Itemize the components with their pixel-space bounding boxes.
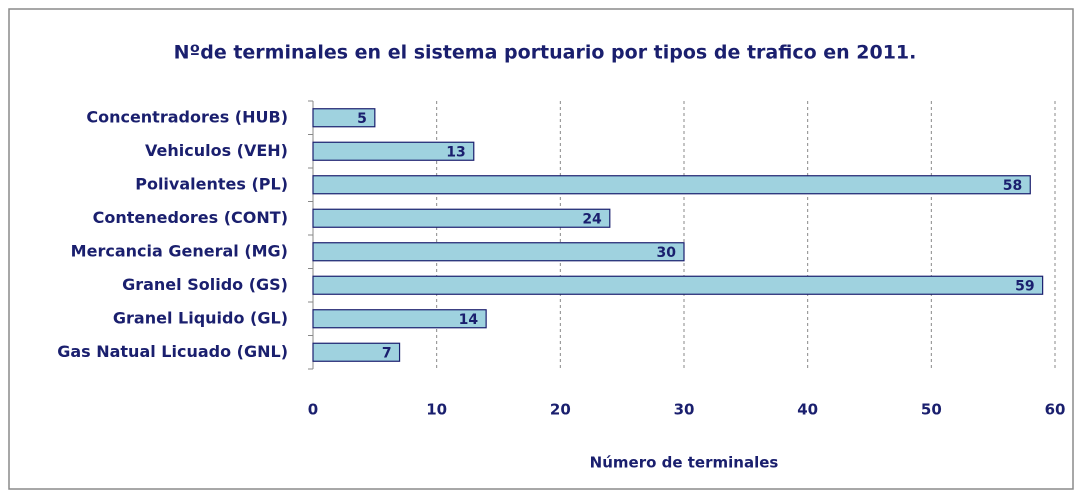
bar — [312, 141, 475, 161]
bar — [312, 175, 1031, 195]
x-tick-label: 40 — [797, 401, 818, 419]
data-label: 30 — [657, 245, 677, 261]
data-label: 7 — [382, 345, 392, 361]
x-tick-label: 50 — [921, 401, 942, 419]
data-label: 24 — [582, 211, 602, 227]
bar — [312, 309, 487, 329]
y-tick-label: Vehiculos (VEH) — [145, 141, 288, 160]
data-label: 14 — [459, 312, 479, 328]
y-tick-label: Concentradores (HUB) — [86, 107, 288, 126]
data-label: 5 — [357, 111, 367, 127]
y-tick-label: Granel Liquido (GL) — [113, 308, 288, 327]
y-tick-label: Contenedores (CONT) — [93, 208, 288, 227]
data-label: 59 — [1015, 278, 1034, 294]
chart-title: Nºde terminales en el sistema portuario … — [174, 42, 917, 64]
data-label: 58 — [1003, 178, 1022, 194]
bar — [312, 208, 611, 228]
data-label: 13 — [446, 144, 465, 160]
y-tick-label: Polivalentes (PL) — [135, 174, 288, 193]
x-tick-label: 60 — [1045, 401, 1066, 419]
x-tick-label: 0 — [308, 401, 318, 419]
x-axis-label: Número de terminales — [590, 454, 779, 472]
x-tick-label: 10 — [426, 401, 447, 419]
bar — [312, 275, 1044, 295]
y-tick-label: Gas Natual Licuado (GNL) — [57, 342, 288, 361]
bar — [312, 108, 376, 128]
bar — [312, 342, 401, 362]
y-tick-label: Mercancia General (MG) — [71, 241, 288, 260]
bar — [312, 242, 685, 262]
y-tick-label: Granel Solido (GS) — [122, 275, 288, 294]
x-tick-label: 20 — [550, 401, 571, 419]
x-tick-label: 30 — [674, 401, 695, 419]
